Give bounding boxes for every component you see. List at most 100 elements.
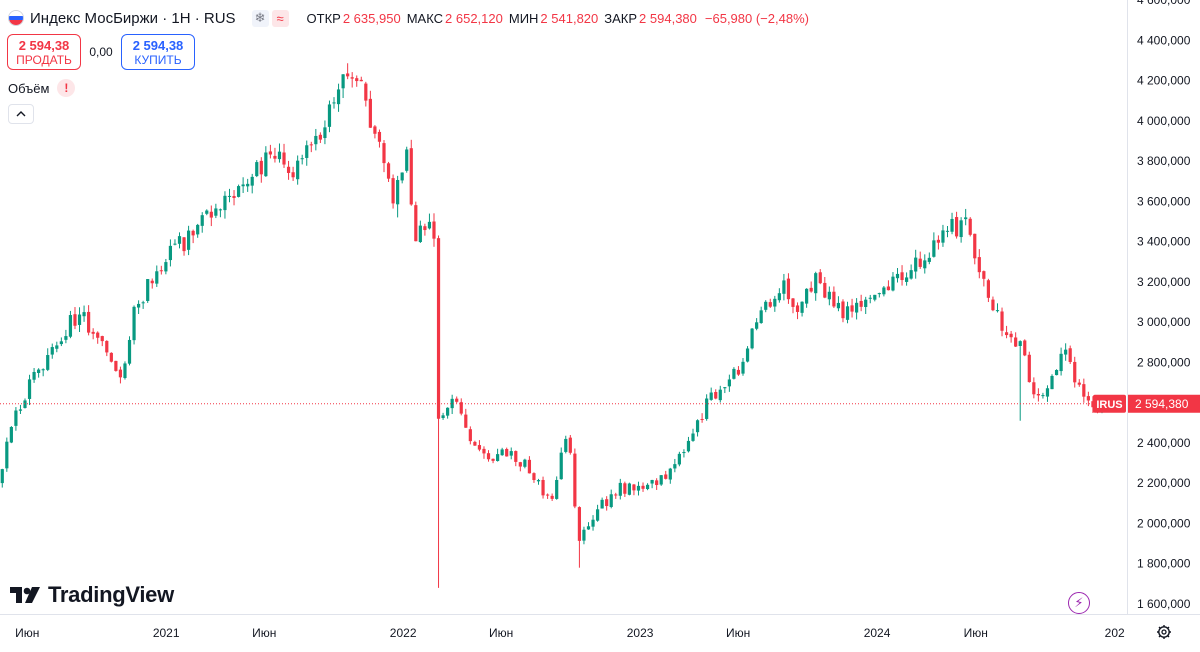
candle-body [550, 495, 554, 499]
candle-body [432, 221, 436, 239]
candle-body [109, 352, 113, 362]
candle-body [141, 302, 145, 304]
tradingview-logo[interactable]: TradingView [10, 582, 174, 608]
candle-body [368, 98, 372, 128]
candle-body [273, 155, 277, 159]
candle-body [496, 454, 500, 462]
candle-body [964, 217, 968, 220]
candle-body [586, 526, 591, 530]
candle-body [1000, 311, 1004, 331]
warning-icon[interactable]: ! [57, 79, 76, 97]
candle-body [123, 363, 127, 379]
candle-body [809, 287, 813, 292]
candle-body [895, 273, 900, 279]
buy-label: КУПИТЬ [134, 53, 182, 67]
candle-body [632, 484, 636, 491]
candle-body [14, 410, 18, 426]
candle-body [818, 272, 822, 284]
candle-body [986, 280, 990, 298]
gear-icon[interactable] [1156, 624, 1172, 640]
candle-body [855, 302, 859, 313]
candle-body [446, 407, 450, 416]
x-tick-label: 202 [1105, 626, 1125, 640]
candle-body [377, 131, 382, 142]
candle-body [18, 409, 23, 411]
candle-body [605, 499, 609, 507]
candle-body [168, 245, 173, 261]
candle-body [914, 257, 918, 272]
y-tick-label: 1 600,000 [1137, 597, 1191, 611]
candle-body [782, 280, 786, 294]
candle-body [991, 299, 995, 311]
candle-body [255, 162, 259, 177]
candle-body [832, 291, 836, 307]
candle-body [459, 402, 463, 414]
sell-button[interactable]: 2 594,38 ПРОДАТЬ [7, 34, 81, 70]
x-tick-label: Июн [964, 626, 988, 640]
symbol-title[interactable]: Индекс МосБиржи · 1H · RUS [30, 9, 236, 27]
candle-body [455, 398, 459, 402]
y-tick-label: 4 200,000 [1137, 74, 1191, 88]
candle-body [777, 293, 781, 301]
candle-body [509, 451, 513, 456]
candle-body [541, 479, 545, 496]
lightning-icon[interactable]: ⚡ [1068, 592, 1090, 614]
candle-body [968, 218, 972, 235]
candle-body [100, 336, 104, 342]
ticker-tag [1093, 394, 1126, 413]
candle-body [314, 135, 318, 145]
buy-button[interactable]: 2 594,38 КУПИТЬ [121, 34, 195, 70]
candle-body [827, 291, 831, 300]
candle-body [59, 341, 63, 345]
candle-body [568, 437, 572, 453]
candle-body [386, 163, 391, 179]
candle-body [464, 414, 468, 428]
candle-body [1023, 340, 1027, 356]
candle-body [105, 340, 109, 353]
candle-body [918, 258, 922, 267]
candle-body [900, 272, 904, 281]
candle-body [859, 300, 863, 307]
candle-body [114, 360, 118, 371]
candle-body [1059, 353, 1063, 372]
candle-body [514, 451, 518, 462]
candle-body [305, 145, 309, 158]
candle-body [1014, 337, 1018, 347]
candle-body [450, 398, 454, 409]
price-axis[interactable]: 1 600,000 1 800,000 2 000,000 2 200,000 2 40… [1137, 0, 1191, 611]
snowflake-icon[interactable]: ❄ [251, 9, 269, 27]
candle-body [664, 474, 668, 479]
wave-icon[interactable]: ≈ [271, 9, 289, 27]
candle-body [600, 499, 604, 509]
candle-body [241, 184, 245, 187]
candle-body [904, 277, 909, 282]
candle-body [482, 448, 486, 454]
candle-body [268, 151, 272, 155]
candle-body [659, 475, 663, 485]
candle-body [873, 294, 877, 300]
x-tick-label: 2021 [153, 626, 180, 640]
trade-panel: 2 594,38 ПРОДАТЬ 0,00 2 594,38 КУПИТЬ [7, 34, 195, 70]
candle-body [300, 158, 304, 160]
y-tick-label: 1 800,000 [1137, 557, 1191, 571]
candle-body [150, 280, 154, 284]
candle-body [236, 186, 241, 197]
collapse-legend-button[interactable] [8, 104, 34, 124]
candle-body [1082, 384, 1086, 397]
candle-body [250, 176, 254, 186]
candles [0, 63, 1104, 588]
candle-body [750, 328, 754, 349]
candle-body [886, 286, 891, 291]
candle-body [995, 310, 1000, 312]
candle-body [164, 262, 168, 272]
candle-body [714, 391, 718, 399]
candle-body [941, 230, 945, 243]
candle-body [409, 148, 413, 205]
candle-body [186, 230, 191, 250]
candle-body [405, 149, 409, 171]
candle-body [959, 220, 963, 238]
candle-body [414, 205, 418, 242]
time-axis[interactable]: Июн 2021 Июн 2022 Июн 2023 Июн 2024 Июн 202 [15, 626, 1125, 640]
volume-indicator[interactable]: Объём ! [8, 79, 76, 97]
